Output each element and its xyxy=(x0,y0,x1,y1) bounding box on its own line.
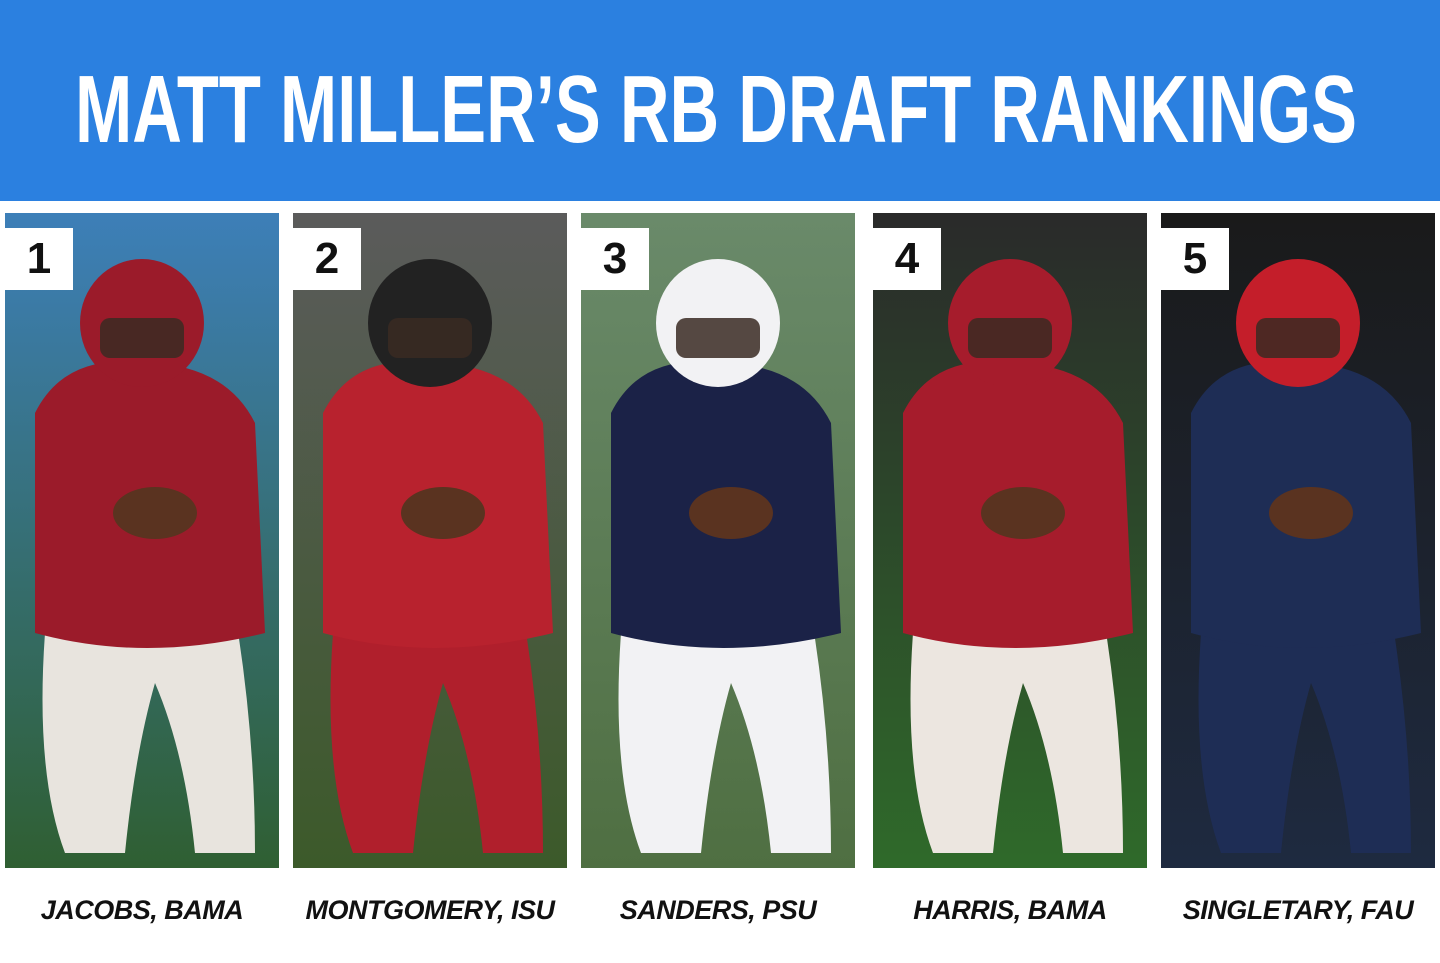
rank-badge: 1 xyxy=(5,228,73,290)
player-photo: 2 xyxy=(293,213,567,868)
player-label: JACOBS, BAMA xyxy=(40,895,244,925)
player-photo: 4 xyxy=(873,213,1147,868)
photo-art xyxy=(5,213,279,868)
photo-art xyxy=(581,213,855,868)
player-label: SINGLETARY, FAU xyxy=(1182,895,1414,925)
rank-badge: 3 xyxy=(581,228,649,290)
header-banner: MATT MILLER’S RB DRAFT RANKINGS xyxy=(0,0,1440,201)
photo-art xyxy=(873,213,1147,868)
player-label: MONTGOMERY, ISU xyxy=(305,895,555,925)
title: MATT MILLER’S RB DRAFT RANKINGS xyxy=(75,56,1357,163)
player-photo: 5 xyxy=(1161,213,1435,868)
rank-badge: 4 xyxy=(873,228,941,290)
player-label: SANDERS, PSU xyxy=(619,895,817,925)
player-label: HARRIS, BAMA xyxy=(913,895,1107,925)
player-photo: 3 xyxy=(581,213,855,868)
rank-badge: 2 xyxy=(293,228,361,290)
photo-art xyxy=(293,213,567,868)
photo-art xyxy=(1161,213,1435,868)
rank-badge: 5 xyxy=(1161,228,1229,290)
player-photo: 1 xyxy=(5,213,279,868)
title-svg: MATT MILLER’S RB DRAFT RANKINGS xyxy=(75,56,1357,163)
